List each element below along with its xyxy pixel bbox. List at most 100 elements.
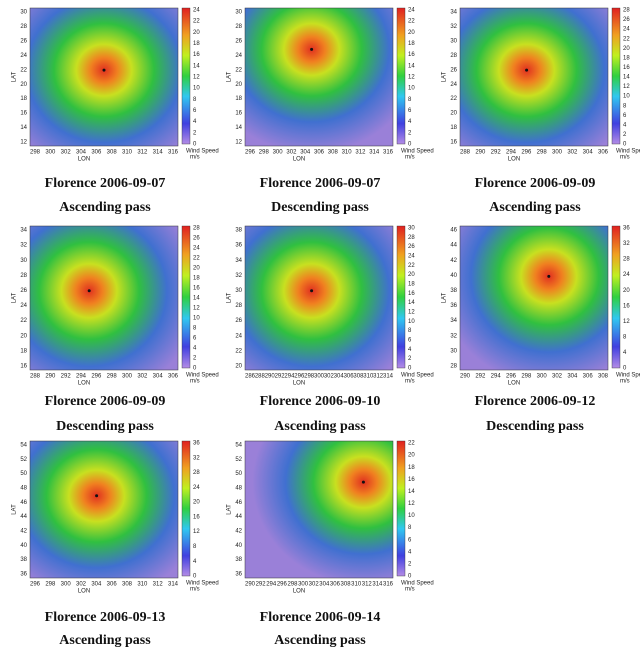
lat-tick-label: 16 [450,140,457,146]
colorbar-tick-label: 0 [193,142,197,148]
colorbar-tick-label: 14 [193,296,200,302]
panel-title: Florence 2006-09-13 [45,610,166,625]
lat-tick-label: 30 [235,288,242,294]
colorbar-unit: m/s [405,587,415,593]
colorbar-tick-label: 14 [408,63,415,69]
lat-tick-label: 18 [20,96,27,102]
panel-title: Florence 2006-09-07 [260,176,381,191]
lat-tick-label: 34 [20,228,27,234]
colorbar-tick-label: 16 [193,52,200,58]
lat-tick-label: 28 [235,303,242,309]
lat-tick-label: 20 [450,111,457,117]
lon-tick-label: 314 [168,582,179,588]
storm-eye [310,289,314,293]
colorbar-tick-label: 18 [408,41,415,47]
colorbar-tick-label: 8 [193,326,197,332]
lon-tick-label: 308 [107,150,118,156]
colorbar-tick-label: 16 [408,477,415,483]
lat-tick-label: 44 [235,514,242,520]
colorbar-label: Wind Speed [186,581,219,587]
lat-tick-label: 30 [20,10,27,16]
colorbar-tick-label: 8 [623,334,627,340]
colorbar-label: Wind Speed [401,149,434,155]
lat-tick-label: 48 [20,486,27,492]
lon-tick-label: 292 [256,582,267,588]
panel-subtitle: Ascending pass [274,633,366,648]
lon-tick-label: 298 [45,582,56,588]
colorbar-tick-label: 18 [193,276,200,282]
wind-field [29,440,179,579]
colorbar-unit: m/s [405,155,415,161]
lon-tick-label: 290 [265,374,276,380]
y-axis-label: LAT [12,292,18,303]
lon-tick-label: 300 [298,582,309,588]
colorbar-tick-label: 18 [408,465,415,471]
lon-tick-label: 308 [122,582,133,588]
colorbar-tick-label: 6 [193,336,197,342]
lat-tick-label: 28 [20,24,27,30]
storm-eye [310,47,314,51]
lon-tick-label: 294 [506,150,517,156]
colorbar-tick-label: 28 [193,470,200,476]
x-axis-label: LON [508,157,520,163]
colorbar-tick-label: 16 [193,286,200,292]
lat-tick-label: 50 [20,471,27,477]
panel-title: Florence 2006-09-10 [260,394,381,409]
colorbar-tick-label: 28 [623,8,630,14]
colorbar-tick-label: 24 [408,8,415,14]
lon-tick-label: 310 [137,582,148,588]
colorbar-tick-label: 20 [193,500,200,506]
lon-tick-label: 316 [383,582,394,588]
lat-tick-label: 32 [450,24,457,30]
lat-tick-label: 46 [235,500,242,506]
colorbar-unit: m/s [190,587,200,593]
lat-tick-label: 44 [20,514,27,520]
lat-tick-label: 46 [20,500,27,506]
lat-tick-label: 18 [20,348,27,354]
lon-tick-label: 296 [30,582,41,588]
wind-field [459,7,609,147]
lat-tick-label: 40 [450,273,457,279]
colorbar-tick-label: 12 [193,306,200,312]
colorbar-tick-label: 20 [193,266,200,272]
colorbar-tick-label: 4 [408,119,412,125]
colorbar-tick-label: 0 [193,366,197,372]
colorbar-tick-label: 36 [623,226,630,232]
lat-tick-label: 18 [235,96,242,102]
lon-tick-label: 304 [153,374,164,380]
lat-tick-label: 44 [450,243,457,249]
colorbar-tick-label: 6 [623,113,627,119]
lat-tick-label: 24 [20,53,27,59]
colorbar-tick-label: 4 [193,119,197,125]
colorbar-tick-label: 24 [623,272,630,278]
lat-tick-label: 14 [235,125,242,131]
lat-tick-label: 38 [20,557,27,563]
wind-field [244,440,394,579]
x-axis-label: LON [78,157,90,163]
panel-subtitle: Descending pass [56,419,154,434]
colorbar-tick-label: 20 [408,272,415,278]
storm-eye [547,274,551,278]
colorbar-tick-label: 8 [193,544,197,550]
panel-subtitle: Ascending pass [274,419,366,434]
lat-tick-label: 28 [450,53,457,59]
colorbar-tick-label: 16 [193,514,200,520]
lat-tick-label: 50 [235,471,242,477]
lat-tick-label: 28 [235,24,242,30]
colorbar-label: Wind Speed [616,373,640,379]
colorbar-tick-label: 0 [408,366,412,372]
lon-tick-label: 304 [583,150,594,156]
x-axis-label: LON [508,381,520,387]
lon-tick-label: 302 [76,582,87,588]
lat-tick-label: 36 [20,572,27,578]
colorbar-tick-label: 14 [408,300,415,306]
colorbar-tick-label: 14 [193,63,200,69]
panel-title: Florence 2006-09-14 [260,610,381,625]
lon-tick-label: 314 [372,582,383,588]
lat-tick-label: 16 [20,364,27,370]
colorbar-tick-label: 28 [193,226,200,232]
lat-tick-label: 52 [20,457,27,463]
lat-tick-label: 26 [450,67,457,73]
lat-tick-label: 46 [450,228,457,234]
